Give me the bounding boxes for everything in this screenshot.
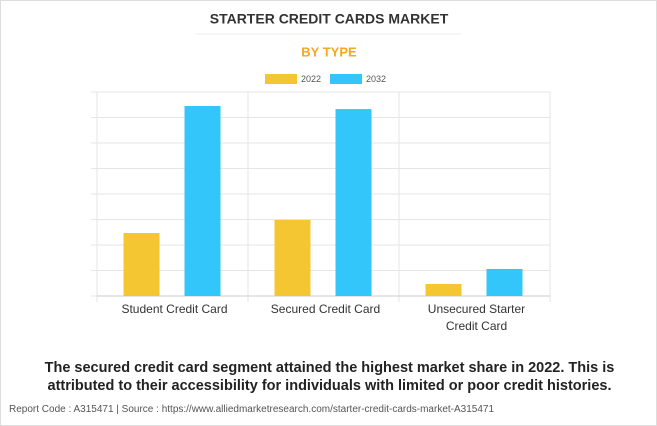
chart-title: STARTER CREDIT CARDS MARKET (210, 11, 449, 27)
x-tick-label: Secured Credit Card (270, 302, 381, 316)
source: Report Code : A315471 | Source : https:/… (9, 404, 495, 415)
bar (425, 284, 462, 296)
legend-swatch (265, 74, 297, 84)
legend-label: 2022 (301, 74, 321, 84)
description: The secured credit card segment attained… (44, 360, 615, 394)
legend-label: 2032 (366, 74, 386, 84)
bar (123, 233, 160, 296)
bar (335, 109, 372, 297)
legend-swatch (330, 74, 362, 84)
bar (486, 268, 523, 296)
x-tick-label: Unsecured Starter Credit Card (427, 302, 526, 333)
bar (184, 106, 221, 297)
bar (274, 220, 311, 296)
chart-subtitle: BY TYPE (301, 44, 357, 59)
x-tick-label: Student Credit Card (121, 302, 228, 316)
